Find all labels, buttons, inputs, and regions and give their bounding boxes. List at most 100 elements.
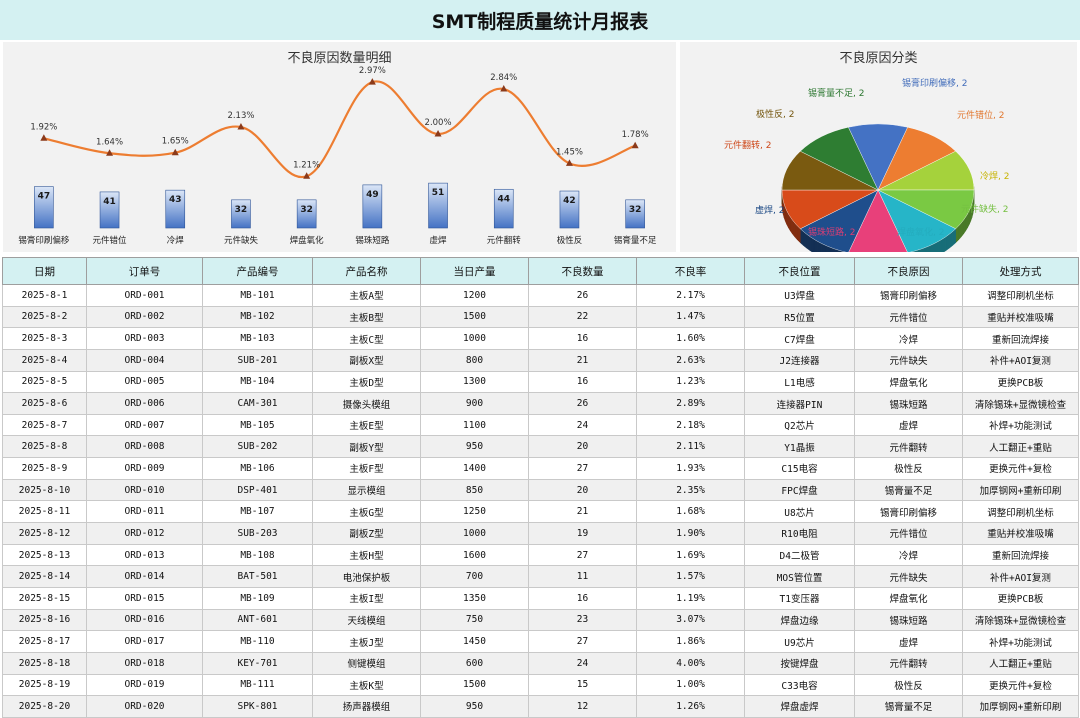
table-cell: 主板E型 [313,414,421,436]
table-cell: 21 [529,501,637,523]
table-cell: 补焊+功能测试 [963,631,1079,653]
table-cell: ORD-006 [87,393,203,415]
table-cell: MB-110 [203,631,313,653]
table-cell: 极性反 [855,458,963,480]
table-cell: 加厚钢网+重新印刷 [963,479,1079,501]
table-cell: 元件错位 [855,523,963,545]
table-cell: ORD-007 [87,414,203,436]
table-cell: ORD-002 [87,306,203,328]
table-cell: ORD-012 [87,523,203,545]
table-cell: 锡珠短路 [855,393,963,415]
table-cell: ORD-003 [87,328,203,350]
line-value-label: 1.78% [622,130,649,140]
table-cell: 16 [529,587,637,609]
table-cell: U9芯片 [745,631,855,653]
table-cell: 800 [421,349,529,371]
bar-value-label: 49 [366,190,379,200]
table-cell: 1.60% [637,328,745,350]
table-cell: MB-102 [203,306,313,328]
category-tick-label: 元件翻转 [487,235,522,246]
table-cell: 2025-8-14 [3,566,87,588]
column-header: 日期 [3,258,87,285]
table-cell: 1.86% [637,631,745,653]
table-cell: 2025-8-13 [3,544,87,566]
bar-value-label: 42 [563,196,576,206]
table-cell: 23 [529,609,637,631]
table-cell: MB-109 [203,587,313,609]
bar-value-label: 41 [103,197,116,207]
table-cell: L1电感 [745,371,855,393]
table-cell: SUB-201 [203,349,313,371]
pie-slice-side [946,234,949,251]
table-cell: 虚焊 [855,414,963,436]
column-header: 不良原因 [855,258,963,285]
table-cell: 锡珠短路 [855,609,963,631]
table-cell: 24 [529,652,637,674]
column-header: 不良位置 [745,258,855,285]
bar-value-label: 32 [629,205,642,215]
pie-slice-label: 元件翻转, 2 [724,139,771,151]
table-cell: 2025-8-3 [3,328,87,350]
table-cell: 焊盘边缘 [745,609,855,631]
table-cell: 2025-8-7 [3,414,87,436]
table-cell: 24 [529,414,637,436]
table-cell: 按键焊盘 [745,652,855,674]
bar-value-label: 32 [300,205,313,215]
table-cell: 22 [529,306,637,328]
category-tick-label: 虚焊 [430,235,448,246]
table-cell: 调整印刷机坐标 [963,501,1079,523]
column-header: 产品编号 [203,258,313,285]
table-cell: 1500 [421,674,529,696]
table-cell: R10电阻 [745,523,855,545]
table-cell: 副板X型 [313,349,421,371]
table-cell: 700 [421,566,529,588]
category-tick-label: 锡膏印刷偏移 [18,235,70,246]
table-cell: 主板H型 [313,544,421,566]
table-cell: 2025-8-15 [3,587,87,609]
table-cell: 2025-8-9 [3,458,87,480]
table-cell: DSP-401 [203,479,313,501]
table-cell: MB-105 [203,414,313,436]
table-cell: 补件+AOI复测 [963,349,1079,371]
table-cell: ORD-001 [87,285,203,307]
column-header: 不良数量 [529,258,637,285]
table-cell: 更换元件+复检 [963,674,1079,696]
table-cell: C33电容 [745,674,855,696]
table-cell: 3.07% [637,609,745,631]
table-cell: 主板C型 [313,328,421,350]
bar-value-label: 32 [235,205,248,215]
category-tick-label: 锡珠短路 [355,235,390,246]
table-cell: 1600 [421,544,529,566]
table-cell: ORD-004 [87,349,203,371]
category-tick-label: 极性反 [557,235,583,246]
table-cell: U3焊盘 [745,285,855,307]
table-cell: 2.89% [637,393,745,415]
table-cell: 电池保护板 [313,566,421,588]
table-cell: 1.68% [637,501,745,523]
table-cell: 1.69% [637,544,745,566]
table-cell: 16 [529,371,637,393]
category-tick-label: 元件错位 [93,235,128,246]
pie-slice-label: 锡珠短路, 2 [808,226,855,238]
table-cell: 主板F型 [313,458,421,480]
table-cell: 2025-8-11 [3,501,87,523]
table-cell: 2.11% [637,436,745,458]
defect-count-combo-chart: 47锡膏印刷偏移41元件错位43冷焊32元件缺失32焊盘氧化49锡珠短路51虚焊… [3,42,676,252]
pie-slice-label: 极性反, 2 [756,108,794,120]
table-cell: 2.17% [637,285,745,307]
bar-value-label: 47 [38,192,51,202]
line-value-label: 1.45% [556,147,583,157]
table-cell: 冷焊 [855,328,963,350]
table-cell: 清除锡珠+显微镜检查 [963,393,1079,415]
table-cell: ORD-019 [87,674,203,696]
